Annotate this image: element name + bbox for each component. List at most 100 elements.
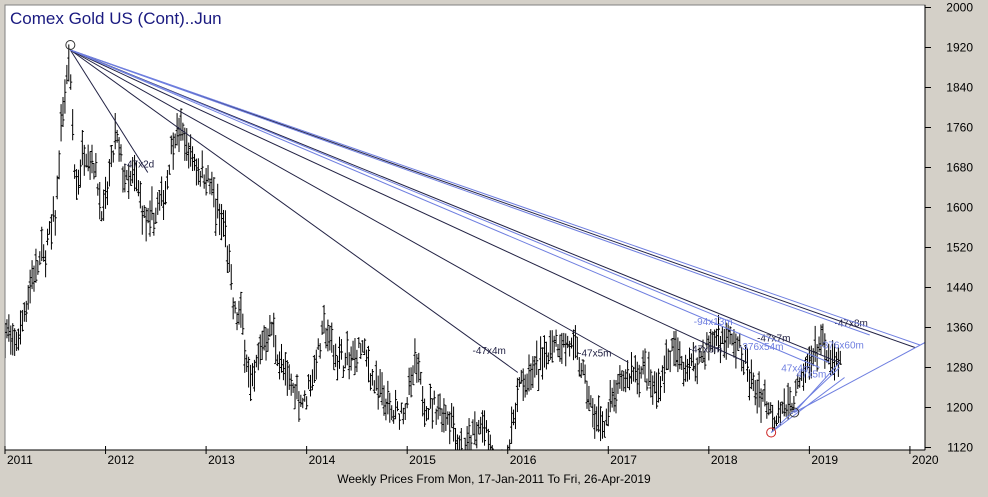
price-bar <box>65 64 69 85</box>
y-tick-label: 1360 <box>946 321 973 335</box>
price-bar <box>823 333 827 369</box>
price-bar <box>15 331 19 351</box>
price-bar <box>326 319 330 352</box>
price-bar <box>386 380 390 415</box>
price-bar <box>63 79 67 114</box>
price-bar <box>742 360 746 376</box>
price-bar <box>318 343 322 359</box>
price-bar <box>635 361 639 395</box>
price-bar <box>291 382 295 393</box>
price-bar <box>136 180 140 197</box>
price-bar <box>531 356 535 389</box>
price-bar <box>38 251 42 266</box>
price-bar <box>554 329 558 347</box>
price-bar <box>421 386 425 417</box>
price-bar <box>473 411 477 445</box>
price-bar <box>784 404 788 417</box>
price-bar <box>827 343 831 365</box>
price-bar <box>726 323 730 348</box>
price-bar <box>537 368 541 392</box>
price-bar <box>753 380 757 406</box>
price-bar <box>570 337 574 349</box>
price-bar <box>674 330 678 367</box>
price-bar <box>463 437 466 450</box>
price-bar <box>660 365 664 382</box>
price-bar <box>587 385 591 412</box>
price-bar <box>289 373 293 396</box>
price-bar <box>148 200 152 237</box>
price-bar <box>763 379 767 407</box>
price-bar <box>46 228 50 246</box>
price-bar <box>755 379 759 414</box>
price-bar <box>593 404 597 439</box>
price-bar <box>216 183 220 219</box>
price-bar <box>556 344 560 358</box>
price-bar <box>788 386 792 413</box>
price-bar <box>707 335 711 361</box>
price-bar <box>13 328 17 356</box>
price-bar <box>310 369 314 391</box>
price-bar <box>767 402 771 416</box>
price-bar <box>751 372 755 392</box>
price-bar <box>328 325 332 351</box>
y-tick-label: 1120 <box>947 441 973 455</box>
price-bar <box>575 336 579 360</box>
price-bar <box>299 394 303 407</box>
price-bar <box>150 186 154 221</box>
price-bar <box>156 192 160 215</box>
price-bar <box>266 328 270 352</box>
price-bar <box>396 401 400 412</box>
y-tick-label: 1920 <box>946 41 973 55</box>
price-bar <box>102 189 106 221</box>
price-bar <box>409 367 413 398</box>
price-bar <box>771 404 775 432</box>
price-bar <box>78 159 82 188</box>
price-bar <box>167 164 171 175</box>
price-bar <box>440 408 444 433</box>
price-bar <box>264 327 268 361</box>
price-bar <box>370 368 374 386</box>
price-bar <box>177 117 181 153</box>
price-bar <box>608 380 612 413</box>
price-bar <box>330 322 334 353</box>
price-bar <box>515 377 519 413</box>
price-bar <box>686 358 690 382</box>
price-bar <box>481 410 485 443</box>
price-bar <box>17 328 21 351</box>
price-bar <box>523 374 527 398</box>
price-bar <box>724 322 728 360</box>
price-bar <box>775 415 779 427</box>
price-bar <box>309 374 313 397</box>
price-bar <box>146 207 150 224</box>
price-bar <box>581 359 585 376</box>
price-bar <box>655 372 659 409</box>
price-bar <box>361 340 365 353</box>
price-bar <box>123 163 127 193</box>
price-bar <box>407 367 411 396</box>
price-bar <box>280 343 284 373</box>
price-bar <box>256 342 260 371</box>
y-tick-label: 1760 <box>946 121 973 135</box>
price-bar <box>5 319 9 339</box>
x-tick-label: 2015 <box>409 453 436 467</box>
price-bar <box>94 153 98 178</box>
fan-line <box>70 49 840 363</box>
price-bar <box>96 183 100 196</box>
price-bar <box>699 350 703 362</box>
price-bar <box>821 323 825 347</box>
price-bar <box>838 350 842 365</box>
fan-line <box>70 49 748 363</box>
price-bar <box>204 168 208 196</box>
price-bar <box>307 374 311 390</box>
x-tick-label: 2018 <box>711 453 738 467</box>
fan-line <box>70 49 519 373</box>
price-bar <box>633 355 637 383</box>
price-bar <box>397 413 401 430</box>
price-bar <box>272 312 276 348</box>
price-bar <box>36 260 40 275</box>
price-bar <box>684 354 688 382</box>
price-bar <box>604 408 608 426</box>
price-bar <box>73 164 77 179</box>
fan-line <box>70 49 916 348</box>
price-bar <box>336 355 340 381</box>
